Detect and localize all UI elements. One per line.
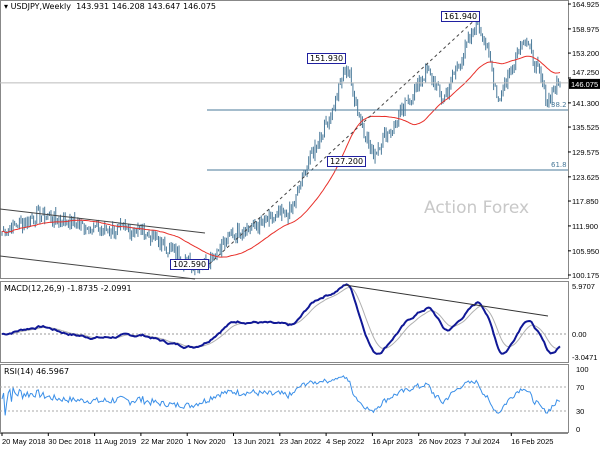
price-tick-label: 129.575 — [572, 148, 599, 157]
price-tick-label: 105.950 — [572, 247, 599, 256]
time-tick-label: 11 Aug 2019 — [95, 437, 137, 446]
macd-tick-label: -3.0471 — [572, 353, 597, 362]
rsi-tick-label: 100 — [576, 365, 589, 374]
time-tick-label: 20 May 2018 — [2, 437, 45, 446]
macd-panel — [0, 281, 569, 363]
rsi-line — [1, 375, 561, 416]
macd-trend-line — [344, 284, 549, 317]
price-tick-label: 147.250 — [572, 68, 599, 77]
rsi-tick-label: 0 — [576, 425, 580, 434]
price-tick-label: 117.850 — [572, 197, 599, 206]
macd-line — [1, 283, 561, 355]
price-tick-label: 135.525 — [572, 123, 599, 132]
time-tick-label: 16 Apr 2023 — [372, 437, 412, 446]
dashed-trend-line — [204, 16, 479, 269]
time-tick-label: 30 Dec 2018 — [48, 437, 91, 446]
annotation-low-127: 127.200 — [327, 156, 367, 167]
rsi-tick-label: 30 — [576, 407, 584, 416]
fib-38-label: 38.2 — [551, 101, 567, 109]
current-price-label: 146.075 — [571, 80, 598, 89]
price-tick-label: 111.900 — [572, 222, 598, 231]
time-tick-label: 26 Nov 2023 — [419, 437, 462, 446]
rsi-title: RSI(14) 46.5967 — [4, 367, 70, 376]
annotation-high-161: 161.940 — [441, 11, 481, 22]
price-panel — [0, 0, 569, 279]
macd-title: MACD(12,26,9) -1.8735 -2.0991 — [4, 284, 132, 293]
rsi-panel — [0, 364, 569, 433]
macd-tick-label: 0.00 — [572, 330, 587, 339]
channel-upper-line — [0, 208, 206, 234]
time-tick-label: 7 Jul 2024 — [465, 437, 500, 446]
price-tick-label: 164.925 — [572, 0, 599, 9]
price-tick-label: 153.200 — [572, 49, 599, 58]
time-tick-label: 22 Mar 2020 — [141, 437, 183, 446]
ohlc-values: 143.931 146.208 143.647 146.075 — [76, 2, 217, 11]
time-tick-label: 23 Jan 2022 — [280, 437, 321, 446]
moving-average-line — [1, 55, 561, 258]
annotation-high-151: 151.930 — [307, 53, 347, 64]
symbol-label: USDJPY,Weekly — [10, 2, 71, 11]
macd-signal-line — [1, 286, 561, 350]
price-tick-label: 123.625 — [572, 173, 599, 182]
rsi-tick-label: 70 — [576, 383, 584, 392]
watermark: Action Forex — [424, 198, 530, 218]
annotation-low-102: 102.590 — [170, 259, 210, 270]
channel-lower-line — [0, 255, 196, 280]
price-tick-label: 100.175 — [572, 271, 599, 280]
chart-header: ▾ USDJPY,Weekly 143.931 146.208 143.647 … — [4, 2, 217, 11]
current-price-box — [569, 78, 600, 89]
price-tick-label: 141.300 — [572, 99, 599, 108]
time-tick-label: 1 Nov 2020 — [187, 437, 225, 446]
macd-tick-label: 5.9707 — [572, 282, 595, 291]
time-tick-label: 16 Feb 2025 — [511, 437, 553, 446]
time-tick-label: 13 Jun 2021 — [234, 437, 275, 446]
fib-61-label: 61.8 — [551, 161, 567, 169]
price-tick-label: 158.975 — [572, 25, 599, 34]
time-tick-label: 4 Sep 2022 — [326, 437, 364, 446]
